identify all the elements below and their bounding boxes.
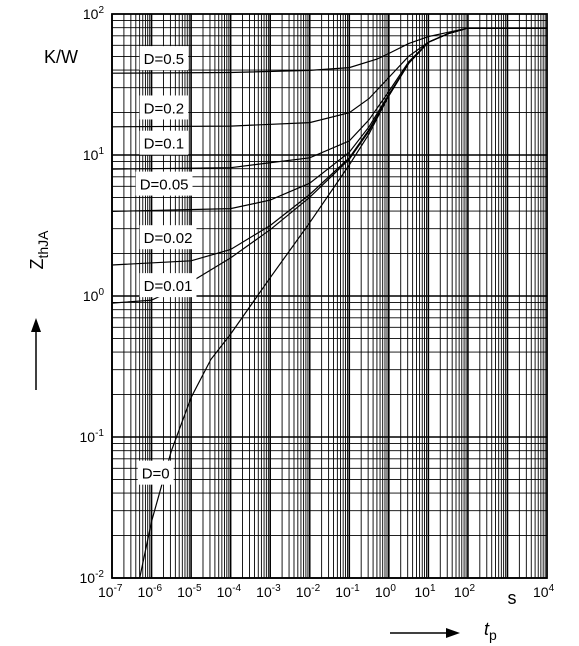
x-tick-label: 10-7 [98, 583, 123, 600]
tick-labels: 10-7 10-6 10-5 10-4 10-3 10-2 10-1 100 101 102 104… [80, 5, 555, 600]
y-axis-symbol: Z [27, 259, 47, 270]
series-line-d-0 [139, 27, 547, 579]
x-tick-label: 10-6 [138, 583, 163, 600]
plot-frame [111, 13, 548, 579]
y-axis-unit: K/W [44, 47, 78, 67]
series-label-box [137, 460, 174, 485]
y-axis-subscript: thJA [35, 230, 51, 259]
x-tick-label: 102 [454, 583, 476, 600]
series-line-d-0-5 [111, 27, 547, 74]
series-label-text: D=0.05 [140, 177, 189, 194]
y-tick-label: 100 [83, 287, 105, 304]
x-tick-label: 10-1 [335, 583, 360, 600]
y-tick-label: 101 [83, 146, 105, 163]
x-tick-label: 10-2 [296, 583, 321, 600]
series-label-box [135, 171, 193, 196]
series-label-d-0-01: D=0.01 [139, 273, 197, 298]
y-axis-arrow-head [31, 318, 41, 332]
series-label-box [139, 95, 189, 120]
series-label-text: D=0.1 [144, 136, 184, 153]
y-axis-title: ZthJA [27, 230, 51, 270]
x-tick-label: 10-4 [217, 583, 242, 600]
x-tick-label: 100 [375, 583, 397, 600]
series-label-d-0-1: D=0.1 [139, 130, 189, 155]
series-label-text: D=0.01 [144, 278, 193, 295]
series-label-d-0-5: D=0.5 [139, 46, 189, 71]
y-tick-label: 10-1 [80, 428, 105, 445]
series-label-box [139, 225, 197, 250]
x-axis-subscript: p [489, 627, 497, 643]
y-tick-label: 102 [83, 5, 105, 22]
svg-text:ZthJA: ZthJA [27, 230, 51, 270]
series-label-text: D=0.02 [144, 230, 193, 247]
series-label-d-0: D=0 [137, 460, 174, 485]
series-label-d-0-02: D=0.02 [139, 225, 197, 250]
series-label-d-0-2: D=0.2 [139, 95, 189, 120]
series-label-text: D=0 [142, 466, 170, 483]
x-axis-arrow-head [446, 628, 460, 638]
x-tick-label: 10-3 [256, 583, 281, 600]
x-axis-title: tp [484, 619, 497, 643]
curve-labels: D=0.5 D=0.2 D=0.1 D=0.05 D=0.02 D=0.01 D=0 [135, 46, 197, 485]
x-tick-label: 101 [414, 583, 436, 600]
series-label-box [139, 46, 189, 71]
series-label-box [139, 273, 197, 298]
series-label-box [139, 130, 189, 155]
y-tick-label: 10-2 [80, 569, 105, 586]
x-axis-symbol: t [484, 619, 490, 639]
x-tick-label: 10-5 [177, 583, 202, 600]
series-label-d-0-05: D=0.05 [135, 171, 193, 196]
curves [111, 27, 547, 579]
series-label-text: D=0.2 [144, 100, 184, 117]
x-tick-label: 104 [533, 583, 555, 600]
series-label-text: D=0.5 [144, 51, 184, 68]
x-axis-unit: s [508, 588, 517, 608]
